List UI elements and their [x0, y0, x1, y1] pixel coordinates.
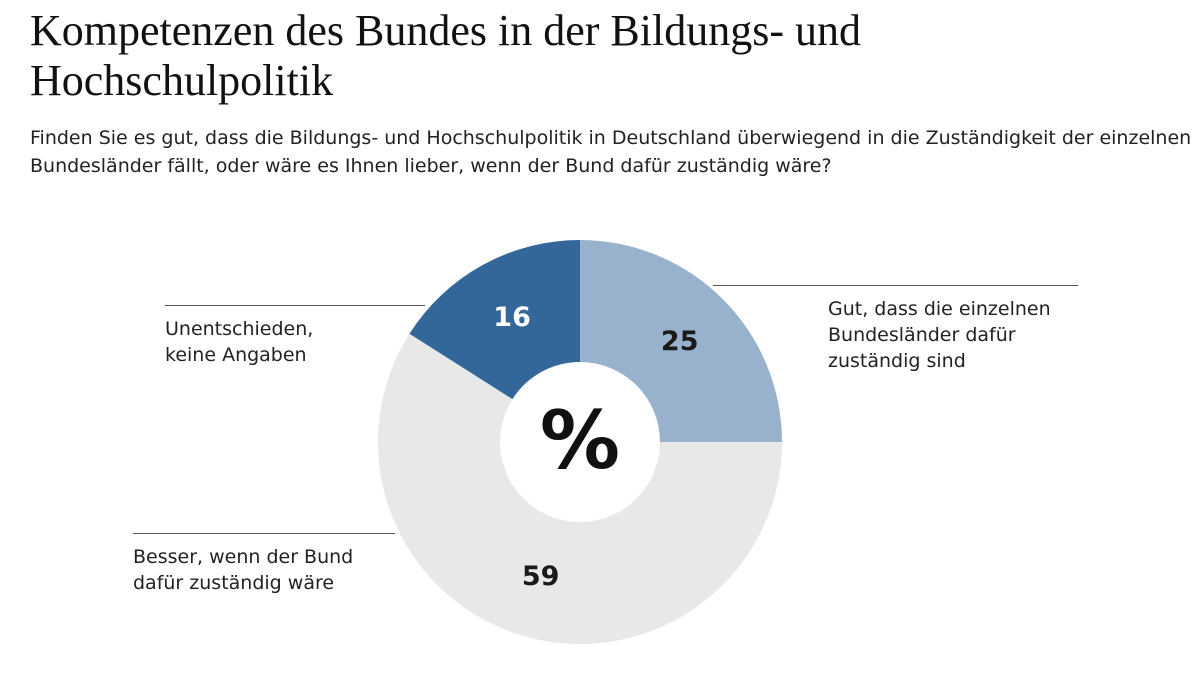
- donut-segment: [409, 240, 580, 400]
- center-label: %: [540, 394, 620, 487]
- value-label: 25: [661, 326, 699, 357]
- value-label: 16: [493, 302, 531, 333]
- category-label: Besser, wenn der Bund dafür zuständig wä…: [133, 546, 354, 594]
- leader-line: [133, 533, 395, 534]
- category-label: Gut, dass die einzelnen Bundesländer daf…: [828, 298, 1051, 372]
- chart-subtitle: Finden Sie es gut, dass die Bildungs- un…: [30, 127, 1192, 177]
- donut-segment: [580, 240, 782, 442]
- donut-segment: [378, 333, 783, 644]
- leader-line: [165, 305, 425, 306]
- category-label: Unentschieden, keine Angaben: [165, 318, 314, 366]
- leader-line: [713, 285, 1078, 286]
- chart-title: Kompetenzen des Bundes in der Bildungs- …: [30, 6, 861, 105]
- value-label: 59: [522, 561, 560, 592]
